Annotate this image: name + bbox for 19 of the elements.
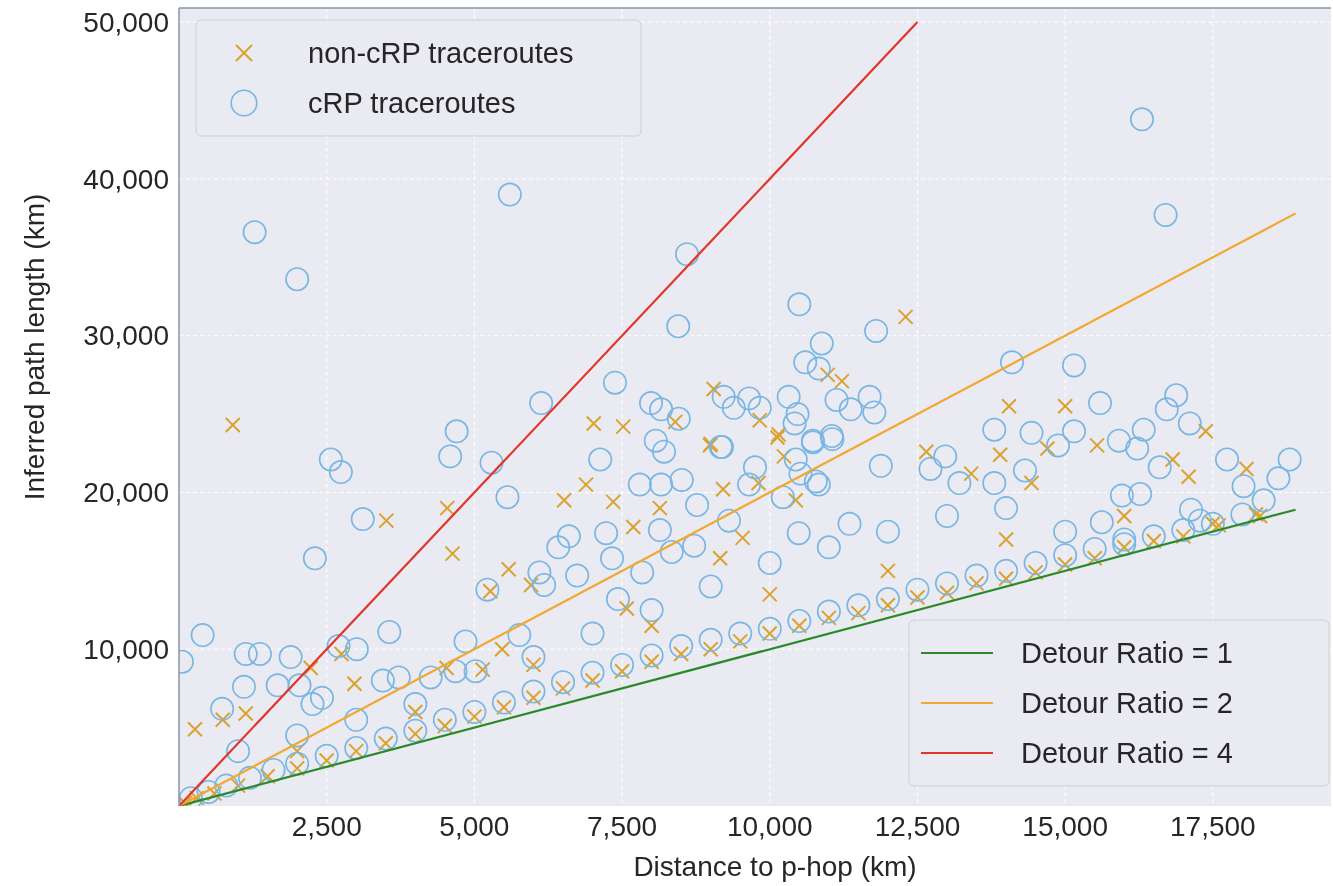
y-tick-label: 30,000 <box>83 320 169 352</box>
legend-label: Detour Ratio = 1 <box>1021 637 1233 670</box>
legend-label: non-cRP traceroutes <box>308 37 574 70</box>
y-tick-label: 10,000 <box>83 634 169 666</box>
y-axis-title: Inferred path length (km) <box>19 193 50 501</box>
y-tick-label: 50,000 <box>83 6 169 38</box>
x-tick-label: 7,500 <box>587 811 658 842</box>
x-tick-label: 5,000 <box>439 811 510 842</box>
y-tick-label: 40,000 <box>83 163 169 195</box>
x-tick-label: 10,000 <box>726 811 813 842</box>
legend-label: Detour Ratio = 4 <box>1021 737 1233 770</box>
x-tick-label: 17,500 <box>1170 811 1256 842</box>
x-axis-title: Distance to p-hop (km) <box>633 851 917 882</box>
legend-label: Detour Ratio = 2 <box>1021 687 1233 720</box>
x-tick-label: 2,500 <box>291 811 362 842</box>
x-tick-label: 12,500 <box>874 811 961 842</box>
y-tick-label: 20,000 <box>83 477 169 509</box>
x-tick-label: 15,000 <box>1022 811 1108 842</box>
legend-label: cRP traceroutes <box>308 87 516 120</box>
